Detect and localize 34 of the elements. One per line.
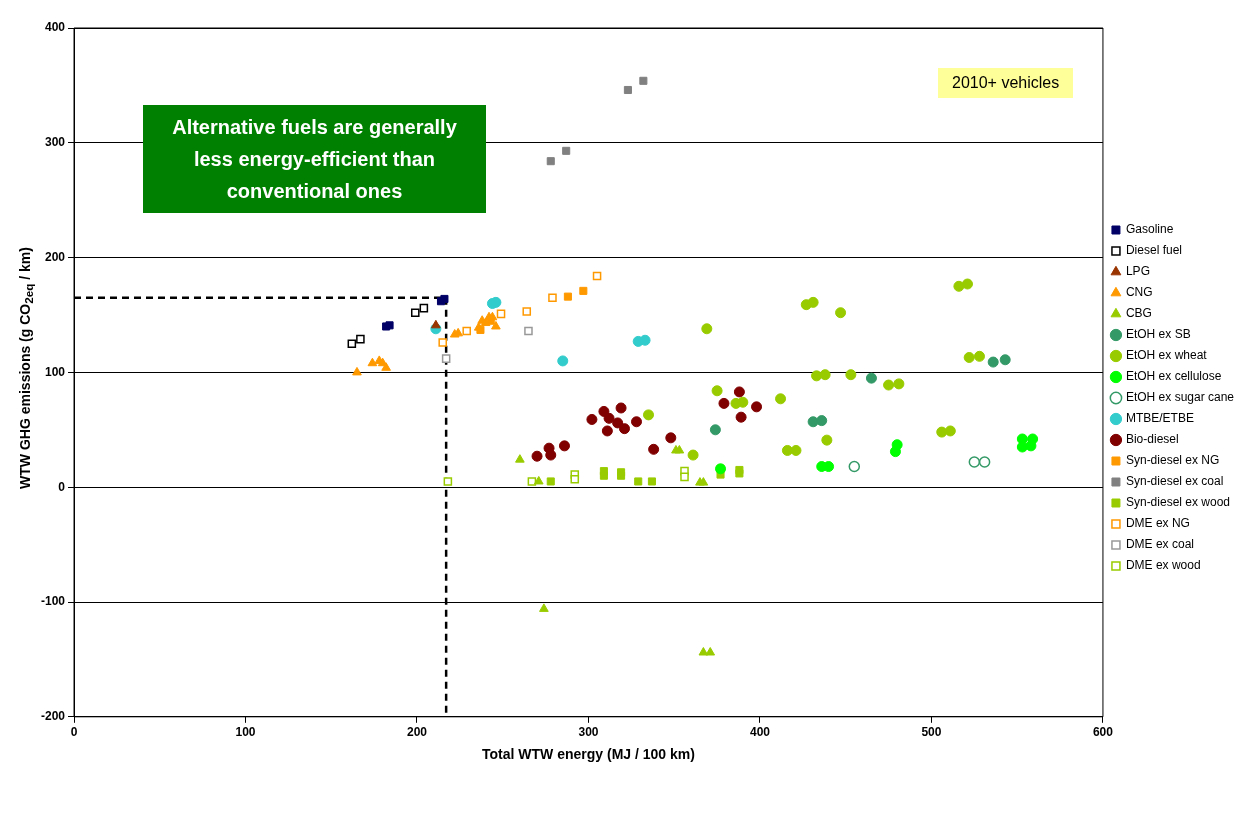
x-tick-label: 400 bbox=[749, 725, 771, 740]
x-tick-label: 0 bbox=[70, 725, 78, 740]
y-tick-label: 400 bbox=[44, 20, 66, 35]
legend-label: EtOH ex cellulose bbox=[1125, 369, 1222, 384]
annotation: 2010+ vehicles bbox=[938, 68, 1074, 98]
y-tick-label: 0 bbox=[58, 479, 66, 494]
legend-label: Diesel fuel bbox=[1125, 243, 1182, 258]
y-tick-label: -100 bbox=[40, 594, 66, 609]
legend-label: Gasoline bbox=[1125, 222, 1174, 237]
legend-label: DME ex coal bbox=[1125, 537, 1194, 552]
legend-label: Bio-diesel bbox=[1125, 432, 1179, 447]
legend-label: EtOH ex SB bbox=[1125, 327, 1191, 342]
legend-label: DME ex wood bbox=[1125, 558, 1201, 573]
x-tick-label: 500 bbox=[921, 725, 942, 740]
legend-label: CNG bbox=[1125, 285, 1153, 300]
y-tick-label: 100 bbox=[44, 364, 66, 379]
y-tick-label: 300 bbox=[44, 135, 66, 150]
legend-label: EtOH ex sugar cane bbox=[1125, 390, 1235, 405]
legend-label: DME ex NG bbox=[1125, 516, 1190, 531]
legend-label: Syn-diesel ex wood bbox=[1125, 495, 1231, 510]
legend-label: CBG bbox=[1125, 306, 1152, 321]
legend-label: Syn-diesel ex NG bbox=[1125, 453, 1220, 468]
x-axis-title: Total WTW energy (MJ / 100 km) bbox=[482, 746, 695, 763]
legend-label: Syn-diesel ex coal bbox=[1125, 474, 1224, 489]
x-tick-label: 200 bbox=[406, 725, 428, 740]
x-tick-label: 600 bbox=[1092, 725, 1114, 740]
x-tick-label: 300 bbox=[578, 725, 599, 740]
legend-label: EtOH ex wheat bbox=[1125, 348, 1208, 363]
legend-label: LPG bbox=[1125, 264, 1150, 279]
x-tick-label: 100 bbox=[235, 725, 256, 740]
y-tick-label: -200 bbox=[40, 709, 66, 724]
legend-label: MTBE/ETBE bbox=[1125, 411, 1194, 426]
y-tick-label: 200 bbox=[44, 249, 66, 264]
annotation: Alternative fuels are generally less energy-efficient than conventional ones bbox=[143, 105, 486, 213]
